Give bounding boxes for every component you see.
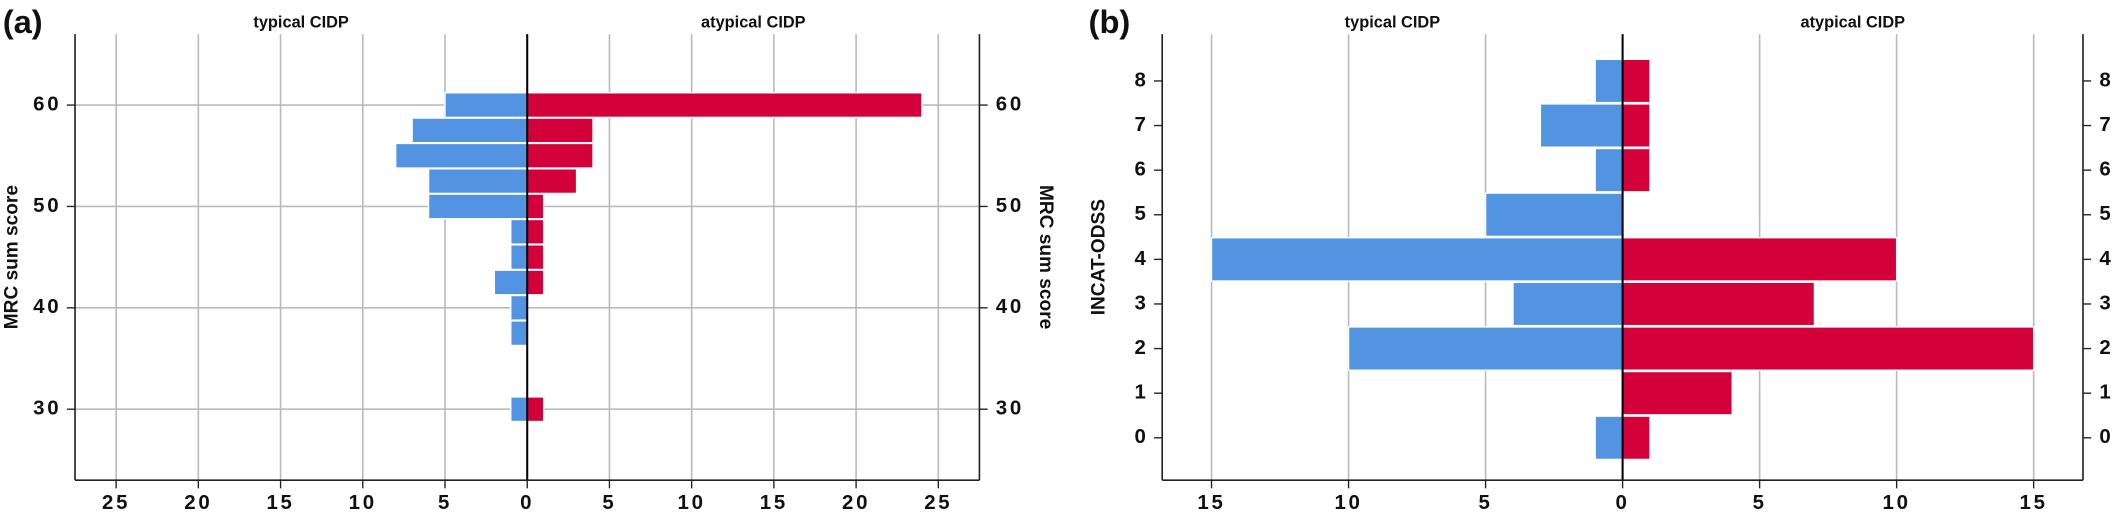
y-tick-label: 30 — [996, 397, 1024, 420]
bar — [1621, 103, 1651, 148]
y-tick-label: 2 — [1134, 336, 1148, 359]
bar — [526, 396, 545, 423]
y-tick-label: 5 — [1134, 202, 1148, 225]
bar — [493, 269, 528, 296]
bar — [394, 142, 528, 169]
y-tick-label: 40 — [33, 295, 61, 318]
bar — [1594, 147, 1624, 193]
bar — [510, 320, 528, 347]
y-tick-label: 50 — [996, 194, 1024, 217]
x-tick-label: 10 — [678, 491, 706, 514]
panel-label: (a) — [3, 3, 43, 40]
bar — [1347, 326, 1624, 371]
bar — [427, 193, 528, 220]
bar — [510, 218, 528, 245]
bar — [427, 168, 528, 195]
bar — [526, 269, 545, 296]
y-tick-label: 3 — [1134, 291, 1148, 314]
bar — [526, 193, 545, 220]
y-axis-label: INCAT-ODSS — [1089, 199, 1110, 315]
y-tick-label: 60 — [33, 92, 61, 115]
y-tick-label: 6 — [2099, 158, 2113, 181]
y-tick-label: 8 — [2099, 68, 2113, 91]
bar — [526, 244, 545, 271]
y-tick-label: 7 — [1134, 113, 1148, 136]
y-tick-label: 50 — [33, 194, 61, 217]
bar — [1512, 281, 1624, 327]
bar — [1621, 237, 1898, 282]
panel-label: (b) — [1089, 3, 1131, 40]
x-tick-label: 10 — [1883, 491, 1911, 514]
x-tick-label: 5 — [1479, 491, 1493, 514]
bar — [1621, 415, 1651, 461]
y-tick-label: 30 — [33, 397, 61, 420]
series-header: atypical CIDP — [701, 14, 806, 32]
x-tick-label: 5 — [438, 491, 452, 514]
y-tick-label: 7 — [2099, 113, 2113, 136]
y-tick-label: 40 — [996, 295, 1024, 318]
x-tick-label: 0 — [1616, 491, 1630, 514]
bar — [1594, 415, 1624, 461]
bar — [526, 168, 578, 195]
bar — [526, 92, 923, 119]
series-header: typical CIDP — [253, 14, 349, 32]
y-tick-label: 0 — [2099, 425, 2113, 448]
x-tick-label: 10 — [1334, 491, 1362, 514]
y-tick-label: 6 — [1134, 158, 1148, 181]
y-tick-label: 0 — [1134, 425, 1148, 448]
bar — [1210, 237, 1624, 282]
bar — [526, 142, 594, 169]
bar — [1484, 192, 1624, 238]
bar — [411, 117, 528, 144]
bar — [1539, 103, 1624, 148]
bar — [1621, 58, 1651, 104]
y-tick-label: 1 — [2099, 381, 2113, 404]
x-tick-label: 10 — [349, 491, 377, 514]
bar — [510, 294, 528, 321]
y-tick-label: 1 — [1134, 381, 1148, 404]
series-header: typical CIDP — [1345, 14, 1441, 32]
bar — [1594, 58, 1624, 104]
x-tick-label: 15 — [2020, 491, 2048, 514]
y-tick-label: 8 — [1134, 68, 1148, 91]
bar — [526, 117, 594, 144]
y-tick-label: 5 — [2099, 202, 2113, 225]
bar — [1621, 147, 1651, 193]
bar — [510, 244, 528, 271]
bar — [1621, 326, 2035, 371]
x-tick-label: 15 — [1197, 491, 1225, 514]
bar — [510, 396, 528, 423]
x-tick-label: 25 — [924, 491, 952, 514]
bar — [1621, 281, 1816, 327]
bar — [444, 92, 528, 119]
y-tick-label: 4 — [1134, 247, 1148, 270]
y-axis-label: MRC sum score — [1035, 185, 1056, 329]
y-tick-label: 4 — [2099, 247, 2113, 270]
x-tick-label: 5 — [602, 491, 616, 514]
y-tick-label: 3 — [2099, 291, 2113, 314]
y-tick-label: 60 — [996, 92, 1024, 115]
bar — [526, 218, 545, 245]
x-tick-label: 20 — [842, 491, 870, 514]
y-tick-label: 2 — [2099, 336, 2113, 359]
x-tick-label: 0 — [520, 491, 534, 514]
x-tick-label: 25 — [102, 491, 130, 514]
x-tick-label: 15 — [266, 491, 294, 514]
x-tick-label: 15 — [760, 491, 788, 514]
y-axis-label: MRC sum score — [1, 185, 22, 329]
bar — [1621, 370, 1733, 416]
x-tick-label: 5 — [1753, 491, 1767, 514]
series-header: atypical CIDP — [1801, 14, 1906, 32]
x-tick-label: 20 — [184, 491, 212, 514]
